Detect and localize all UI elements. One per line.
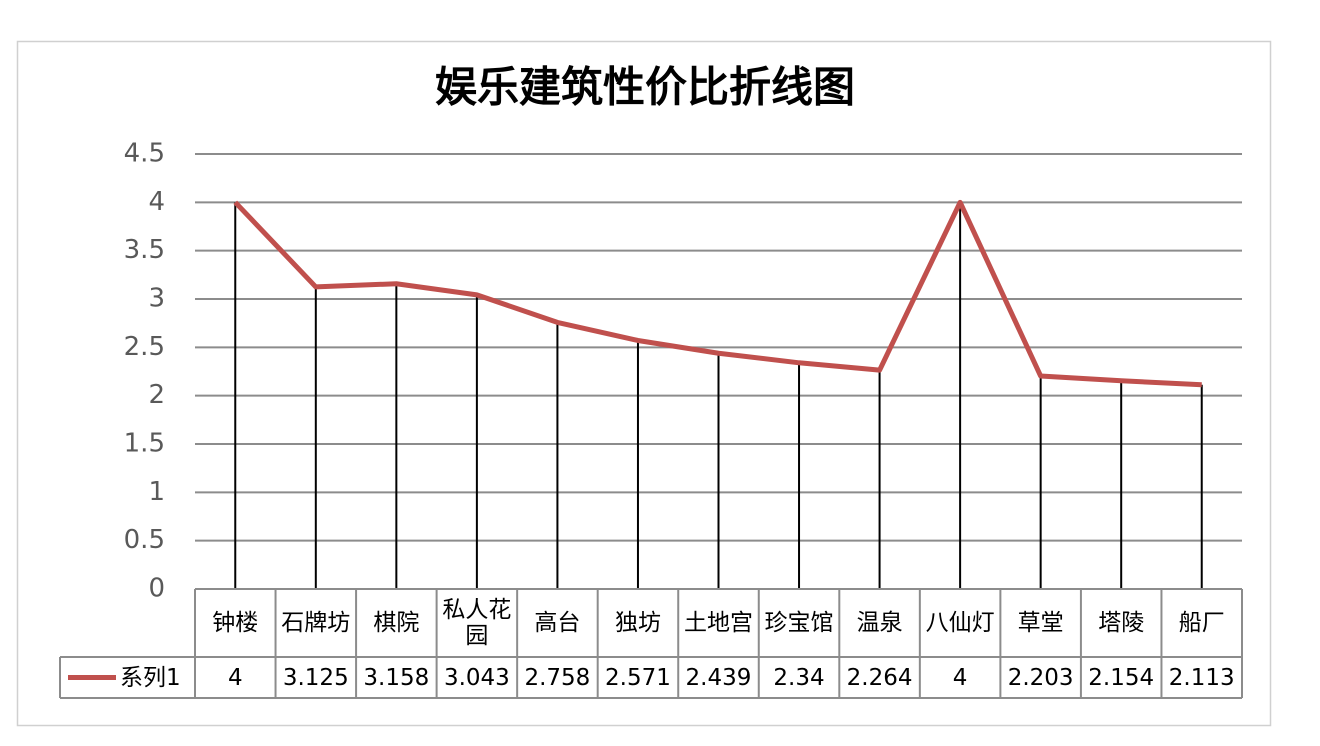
x-tick-label: 私人花园 (442, 597, 512, 649)
x-tick-label: 草堂 (1017, 610, 1064, 636)
x-tick-label-box: 船厂 (1178, 610, 1225, 636)
x-tick-label-box: 高台 (534, 610, 581, 636)
y-tick-label: 2.5 (124, 332, 165, 362)
series-line (233, 199, 1202, 388)
data-label: 2.113 (1168, 664, 1235, 691)
data-label: 2.264 (846, 664, 913, 691)
data-label: 2.203 (1007, 664, 1074, 691)
y-tick-label: 3 (148, 284, 165, 314)
y-tick-label: 3.5 (124, 235, 165, 265)
data-label: 3.043 (443, 664, 510, 691)
data-label-box: 2.34 (773, 664, 825, 691)
data-label-box: 4 (227, 664, 243, 691)
data-label: 2.571 (605, 664, 671, 691)
x-tick-label: 船厂 (1178, 610, 1225, 636)
x-tick-label-box: 土地宫 (683, 610, 753, 636)
x-tick-label-box: 温泉 (856, 610, 903, 636)
data-label: 4 (952, 664, 968, 691)
data-label-box: 2.154 (1088, 664, 1155, 691)
data-label-box: 2.113 (1168, 664, 1235, 691)
x-tick-label: 钟楼 (212, 610, 259, 636)
data-label: 2.758 (524, 664, 591, 691)
x-tick-label-box: 私人花园 (442, 597, 512, 649)
x-tick-label: 土地宫 (683, 610, 753, 636)
y-tick-label: 2 (148, 380, 165, 410)
data-label-box: 2.264 (846, 664, 913, 691)
x-tick-label-box: 八仙灯 (925, 610, 995, 636)
chart-title: 娱乐建筑性价比折线图 (435, 63, 855, 112)
x-tick-label: 高台 (534, 610, 581, 636)
x-tick-label-box: 塔陵 (1098, 610, 1145, 636)
x-tick-label-box: 石牌坊 (281, 610, 351, 636)
legend-label: 系列1 (120, 665, 181, 691)
data-label: 3.158 (363, 664, 430, 691)
data-label-box: 3.125 (282, 664, 349, 691)
x-tick-label: 温泉 (856, 610, 903, 636)
x-tick-label: 棋院 (373, 610, 420, 636)
y-tick-label: 0.5 (124, 525, 165, 555)
data-label-box: 3.158 (363, 664, 430, 691)
data-label-box: 3.043 (443, 664, 510, 691)
x-tick-label-box: 独坊 (614, 610, 661, 636)
x-tick-label-box: 珍宝馆 (764, 610, 834, 636)
x-tick-label: 独坊 (614, 610, 661, 636)
x-tick-label-box: 钟楼 (212, 610, 259, 636)
x-tick-label-box: 草堂 (1017, 610, 1064, 636)
x-tick-label: 石牌坊 (281, 610, 351, 636)
x-tick-label: 塔陵 (1098, 610, 1145, 636)
data-label-box: 2.571 (605, 664, 671, 691)
y-tick-label: 1.5 (124, 429, 165, 459)
data-label: 2.439 (685, 664, 752, 691)
y-tick-label: 1 (148, 477, 165, 507)
x-tick-label: 珍宝馆 (764, 610, 834, 636)
data-label-box: 4 (952, 664, 968, 691)
x-tick-label-box: 棋院 (373, 610, 420, 636)
data-label: 4 (227, 664, 243, 691)
data-label: 2.154 (1088, 664, 1155, 691)
data-label-box: 2.203 (1007, 664, 1074, 691)
y-tick-label: 4 (148, 187, 165, 217)
y-tick-label: 4.5 (124, 139, 165, 169)
data-label-box: 2.758 (524, 664, 591, 691)
data-label: 3.125 (282, 664, 349, 691)
y-tick-label: 0 (148, 574, 165, 604)
chart-frame (16, 40, 1272, 727)
x-tick-label: 八仙灯 (925, 610, 995, 636)
data-label-box: 2.439 (685, 664, 752, 691)
data-label: 2.34 (773, 664, 825, 691)
